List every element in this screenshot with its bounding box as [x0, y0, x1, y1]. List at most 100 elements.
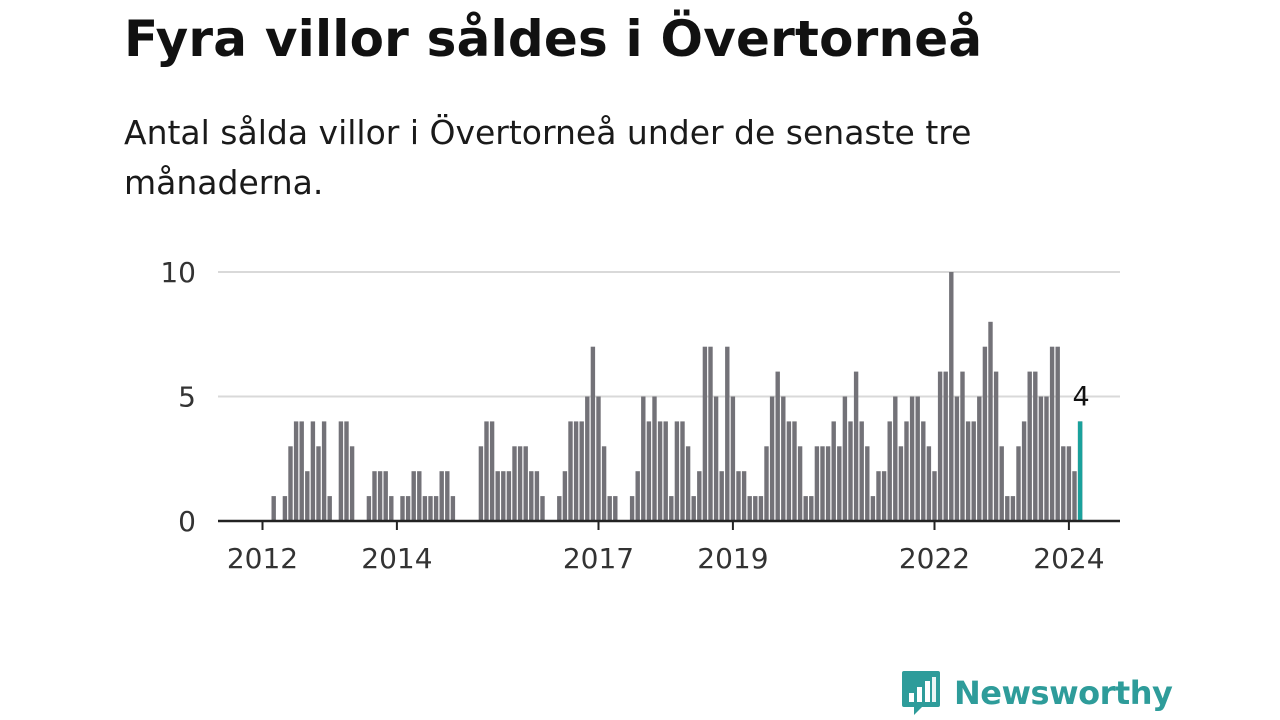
bar	[428, 496, 433, 521]
bar	[349, 446, 355, 521]
bar	[926, 446, 932, 521]
bar	[781, 396, 786, 521]
bar	[629, 496, 635, 521]
bar	[977, 396, 982, 521]
newsworthy-logo[interactable]: Newsworthy	[900, 668, 1173, 718]
bar	[747, 496, 752, 521]
bar	[887, 421, 892, 521]
bar	[937, 371, 943, 521]
bar	[534, 471, 540, 521]
x-tick-label: 2024	[1033, 542, 1104, 575]
bar	[809, 496, 814, 521]
bar	[641, 396, 646, 521]
bar	[383, 471, 388, 521]
bar	[876, 471, 881, 521]
bar	[1055, 346, 1060, 521]
bar	[870, 496, 876, 521]
bar-chart-speech-bubble-icon	[902, 671, 940, 715]
bar	[697, 471, 702, 521]
bar	[719, 471, 724, 521]
bar	[635, 471, 640, 521]
bar	[495, 471, 500, 521]
y-tick-label: 10	[160, 256, 196, 289]
bar	[982, 346, 988, 521]
y-tick-label: 5	[178, 381, 196, 414]
highlight-bar	[1077, 421, 1083, 521]
bar	[971, 421, 976, 521]
bar	[1049, 346, 1055, 521]
bar	[484, 421, 489, 521]
bar	[820, 446, 825, 521]
bar	[562, 471, 568, 521]
bar	[372, 471, 377, 521]
bar	[674, 421, 680, 521]
labels: 0 5 10 4 2012 2014 2017 2019 2022 2024	[160, 256, 1104, 575]
bar	[1016, 446, 1021, 521]
bar	[657, 421, 663, 521]
bar	[271, 496, 276, 521]
bar	[932, 471, 937, 521]
bar	[842, 396, 848, 521]
bar	[1072, 471, 1077, 521]
x-tick-label: 2022	[899, 542, 970, 575]
bar	[433, 496, 439, 521]
bar	[400, 496, 405, 521]
highlight-value-label: 4	[1073, 381, 1090, 412]
bar	[439, 471, 444, 521]
bar	[725, 346, 730, 521]
gridlines	[218, 271, 1120, 398]
bar	[344, 421, 349, 521]
bar	[529, 471, 534, 521]
bar	[786, 421, 792, 521]
bar	[489, 421, 495, 521]
bar	[848, 421, 853, 521]
bar	[557, 496, 562, 521]
bar	[288, 446, 293, 521]
bar	[730, 396, 736, 521]
bar	[652, 396, 657, 521]
bar	[417, 471, 422, 521]
bar	[1044, 396, 1049, 521]
bar	[1010, 496, 1016, 521]
bar	[590, 346, 596, 521]
bar	[758, 496, 764, 521]
bar	[663, 421, 668, 521]
bar	[1033, 371, 1038, 521]
bar	[299, 421, 304, 521]
bar	[422, 496, 428, 521]
bar	[708, 346, 713, 521]
bar	[893, 396, 898, 521]
brand-name: Newsworthy	[954, 674, 1173, 712]
bar	[993, 371, 999, 521]
bar	[881, 471, 887, 521]
bar	[601, 446, 607, 521]
bar	[506, 471, 512, 521]
bar	[702, 346, 708, 521]
bar	[921, 421, 926, 521]
bar	[366, 496, 372, 521]
bar	[713, 396, 719, 521]
bar	[450, 496, 456, 521]
bar	[327, 496, 332, 521]
bar	[293, 421, 299, 521]
bar	[965, 421, 971, 521]
axes	[218, 519, 1120, 530]
bar	[954, 396, 960, 521]
bar	[865, 446, 870, 521]
bar	[607, 496, 612, 521]
bar	[853, 371, 859, 521]
bar	[646, 421, 652, 521]
bar	[282, 496, 288, 521]
bar	[764, 446, 769, 521]
bar	[775, 371, 780, 521]
bar	[943, 371, 948, 521]
bar	[988, 321, 993, 521]
bar	[1021, 421, 1027, 521]
bar	[585, 396, 590, 521]
bar	[859, 421, 864, 521]
bar	[405, 496, 411, 521]
bar	[596, 396, 601, 521]
bar	[411, 471, 416, 521]
bar	[1038, 396, 1044, 521]
